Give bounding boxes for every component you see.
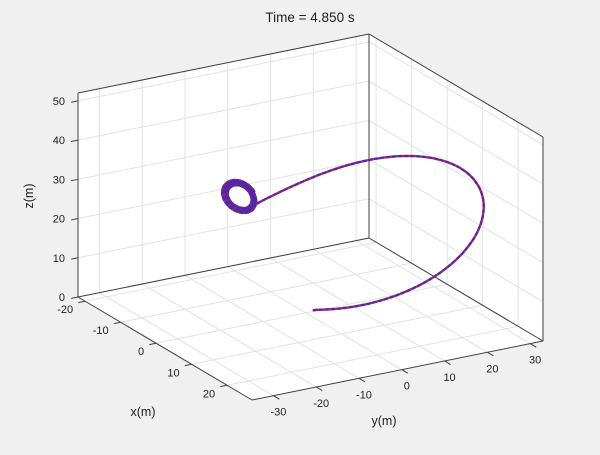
axes-walls [78,34,543,400]
gridline-x [120,262,412,323]
gridline-z [368,41,544,146]
z-tick-label: 30 [53,174,65,186]
gridline-z [77,198,370,259]
gridline-y [313,248,488,353]
y-tick [444,360,451,365]
z-tick-label: 0 [59,292,65,304]
x-tick [113,321,121,325]
x-tick-label: 0 [138,346,144,358]
box-edge [77,237,370,298]
gridline-y [99,292,274,397]
y-tick [529,343,537,348]
y-tick-label: 20 [486,363,498,375]
x-tick [220,384,228,388]
y-tick-label: -10 [356,389,372,401]
gridline-y [227,266,403,371]
gridline-x [191,304,483,365]
box-edge [368,33,544,138]
z-axis-label: z(m) [22,184,36,209]
x-tick [184,363,192,367]
wall-left [78,34,369,297]
wall-right [369,34,543,341]
gridline-y [355,240,531,345]
y-tick [358,377,366,383]
z-tick [71,139,79,142]
trajectory-lines [220,154,485,312]
x-tick-label: 10 [167,367,179,379]
y-tick [315,386,323,391]
plot-title: Time = 4.850 s [265,10,354,25]
z-tick [71,296,79,299]
gridline-z [368,119,544,224]
y-tick-label: 0 [404,381,410,393]
x-tick-label: -20 [57,304,73,316]
z-tick-label: 10 [53,253,65,265]
box-edge [251,340,544,401]
x-tick-label: 20 [203,388,215,400]
y-tick-label: -20 [313,398,329,410]
x-tick [78,300,86,304]
x-tick-label: -10 [93,325,109,337]
z-tick [71,257,79,260]
axes-box-edges [77,33,544,401]
gridline-x [85,241,377,302]
x-axis-label: x(m) [131,405,156,419]
gridline-z [77,119,370,180]
y-tick-label: -30 [270,407,286,419]
y-tick [273,395,280,400]
y-tick-label: 30 [529,355,541,367]
gridline-y [141,283,317,388]
z-tick [71,178,79,182]
z-tick-label: 50 [53,96,65,108]
gridline-z [77,80,370,141]
box-edge [77,33,370,94]
box-edge [368,237,544,342]
gridline-x [227,325,519,386]
z-tick [71,100,79,103]
z-tick [71,218,79,221]
y-tick-label: 10 [443,372,455,384]
y-tick [487,351,494,357]
gridline-z [77,41,370,102]
axis-tick-marks [71,100,537,400]
z-tick-label: 20 [53,214,65,226]
gridline-z [368,80,544,185]
trajectory-dashed-line [221,154,485,312]
y-tick [401,369,409,374]
gridline-y [270,257,445,362]
y-axis-label: y(m) [372,414,397,428]
axis-tick-labels: -20 -10 0 10 20 -30 -20 -10 0 10 20 30 0 10 20 30 40 50 [53,96,542,419]
gridline-z [368,159,544,263]
wall-floor [78,238,543,400]
gridline-y [184,274,360,379]
box-edge [77,296,253,401]
gridline-z [368,198,544,303]
x-tick [149,342,157,346]
z-tick-label: 40 [53,135,65,147]
